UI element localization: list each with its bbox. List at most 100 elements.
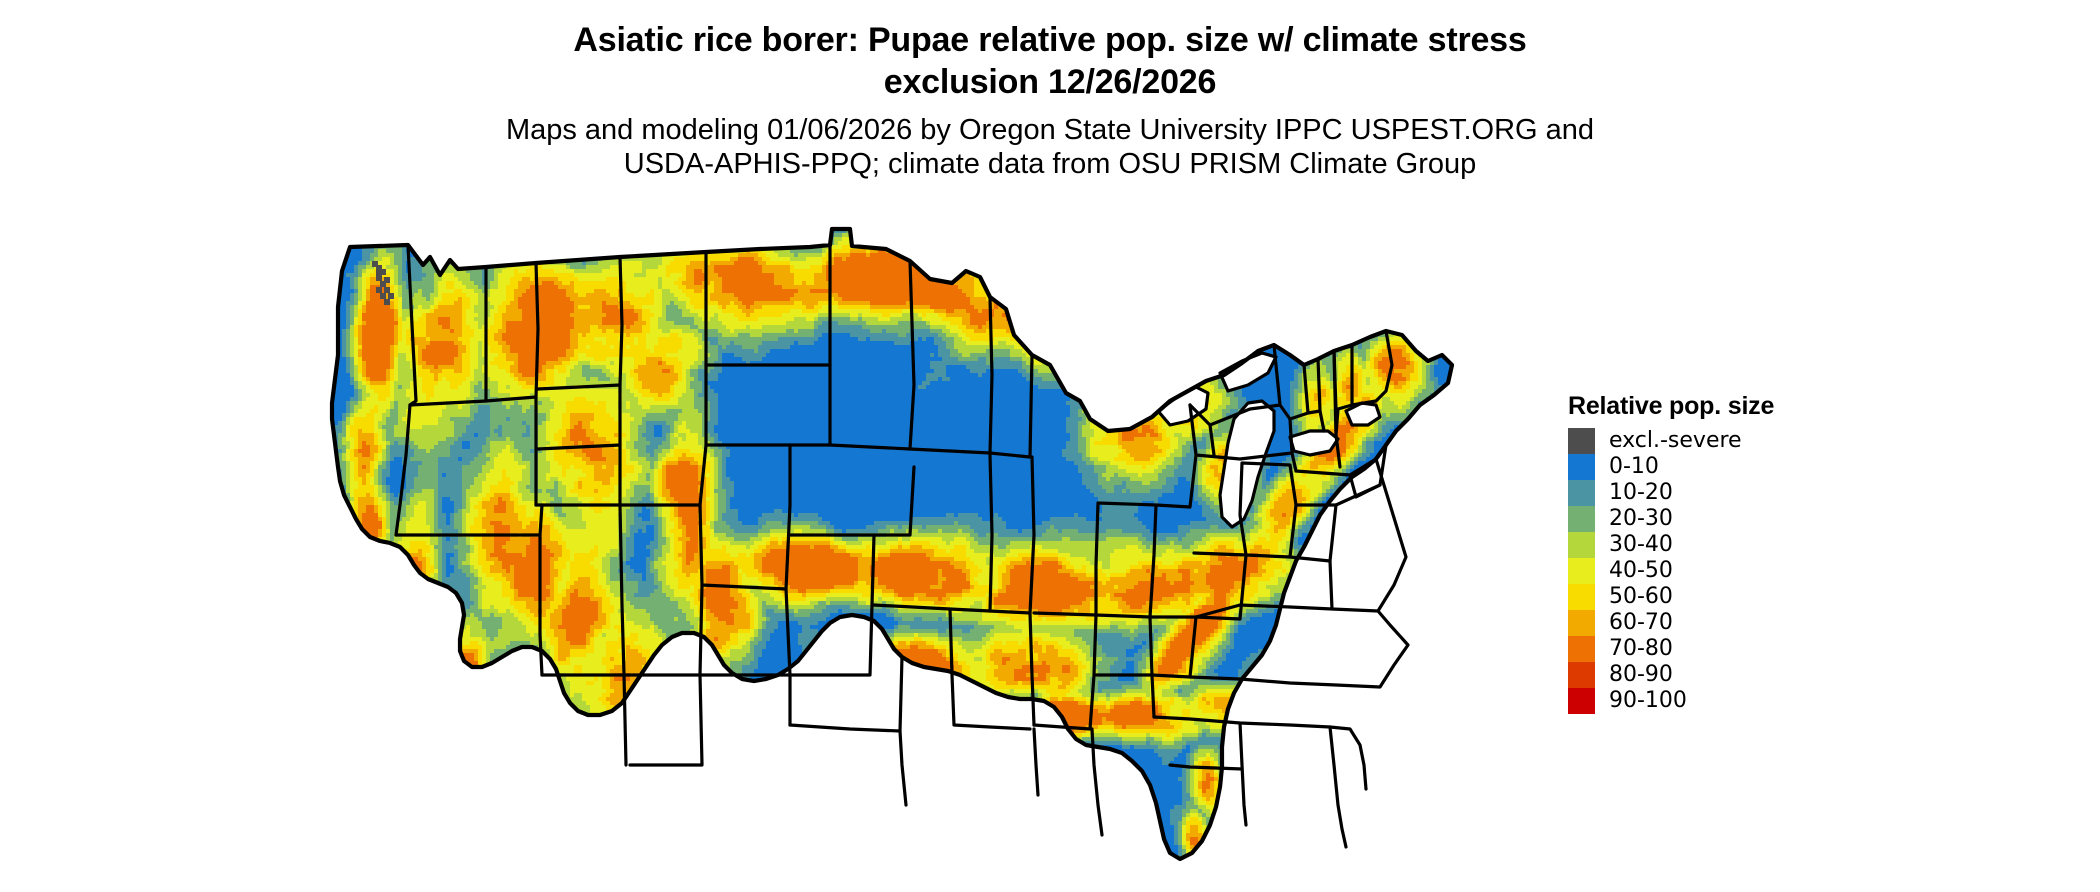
state-border bbox=[948, 607, 1032, 731]
legend-swatch bbox=[1568, 428, 1595, 454]
state-border bbox=[540, 255, 624, 507]
legend-label: 30-40 bbox=[1609, 532, 1673, 557]
state-border bbox=[788, 655, 904, 733]
legend-item: 30-40 bbox=[1568, 532, 1868, 558]
legend-item: 60-70 bbox=[1568, 610, 1868, 636]
legend-items: excl.-severe 0-10 10-20 20-30 30-40 40-50 50-6… bbox=[1568, 428, 1868, 714]
legend-item: 10-20 bbox=[1568, 480, 1868, 506]
legend-swatch bbox=[1568, 454, 1595, 480]
excl-severe-cell bbox=[384, 299, 390, 305]
excl-severe-cell bbox=[376, 287, 382, 293]
state-border bbox=[828, 259, 916, 451]
legend-swatch bbox=[1568, 662, 1595, 688]
excl-severe-cell bbox=[376, 271, 382, 277]
state-border bbox=[1348, 473, 1382, 499]
legend-swatch bbox=[1568, 610, 1595, 636]
legend-item: 90-100 bbox=[1568, 688, 1868, 714]
state-border bbox=[898, 729, 908, 807]
figure-subtitle: Maps and modeling 01/06/2026 by Oregon S… bbox=[505, 114, 1595, 180]
state-border bbox=[704, 363, 832, 447]
us-choropleth-map bbox=[290, 205, 1550, 885]
excl-severe-cell bbox=[376, 275, 382, 281]
legend-label: 40-50 bbox=[1609, 558, 1673, 583]
excl-severe-cell bbox=[376, 265, 382, 271]
excl-severe-cell bbox=[384, 277, 390, 283]
legend-label: 90-100 bbox=[1609, 688, 1687, 713]
national-outline bbox=[329, 226, 1455, 862]
state-border bbox=[988, 455, 1036, 615]
state-border bbox=[988, 353, 1034, 459]
state-border bbox=[1302, 363, 1310, 415]
legend-item: 20-30 bbox=[1568, 506, 1868, 532]
state-border bbox=[1332, 349, 1338, 411]
state-border bbox=[394, 403, 412, 537]
state-border bbox=[1188, 403, 1282, 427]
state-border bbox=[1028, 611, 1036, 727]
state-border bbox=[536, 383, 622, 391]
state-border bbox=[406, 243, 418, 407]
legend-label: 10-20 bbox=[1609, 480, 1673, 505]
excl-severe-cell bbox=[380, 269, 386, 275]
state-border bbox=[1328, 725, 1348, 849]
state-border bbox=[534, 261, 540, 507]
legend-label: 60-70 bbox=[1609, 610, 1673, 635]
excl-severe-cell bbox=[384, 287, 390, 293]
state-border bbox=[1168, 763, 1244, 771]
state-border bbox=[1328, 725, 1368, 791]
state-border bbox=[872, 465, 916, 537]
legend: Relative pop. size excl.-severe 0-10 10-20… bbox=[1568, 392, 1868, 714]
legend-swatch bbox=[1568, 506, 1595, 532]
page-title: Asiatic rice borer: Pupae relative pop. … bbox=[573, 21, 1527, 101]
legend-item: 80-90 bbox=[1568, 662, 1868, 688]
legend-swatch bbox=[1568, 636, 1595, 662]
legend-title: Relative pop. size bbox=[1568, 392, 1775, 420]
state-border bbox=[1334, 433, 1342, 469]
excl-severe-cell bbox=[372, 261, 378, 267]
state-border bbox=[1192, 551, 1248, 621]
map-svg bbox=[329, 226, 1455, 862]
legend-item: 70-80 bbox=[1568, 636, 1868, 662]
lake bbox=[1288, 429, 1340, 457]
legend-swatch bbox=[1568, 688, 1595, 714]
state-border bbox=[1238, 721, 1248, 827]
state-border bbox=[1032, 611, 1098, 731]
legend-item: 50-60 bbox=[1568, 584, 1868, 610]
state-border bbox=[908, 295, 994, 455]
state-borders bbox=[394, 243, 1410, 849]
legend-swatch bbox=[1568, 558, 1595, 584]
legend-label: excl.-severe bbox=[1609, 428, 1742, 453]
state-border bbox=[1194, 559, 1334, 619]
state-border bbox=[700, 443, 792, 591]
state-border bbox=[1154, 403, 1198, 509]
state-border bbox=[538, 533, 544, 677]
state-border bbox=[1208, 423, 1216, 457]
state-border bbox=[1330, 457, 1408, 613]
raster-layer bbox=[332, 229, 1452, 859]
legend-swatch bbox=[1568, 532, 1595, 558]
legend-swatch bbox=[1568, 480, 1595, 506]
state-border bbox=[1194, 451, 1294, 461]
state-border bbox=[536, 443, 622, 451]
legend-swatch bbox=[1568, 584, 1595, 610]
state-border bbox=[1374, 329, 1394, 403]
state-border bbox=[700, 533, 876, 677]
state-border bbox=[698, 503, 704, 677]
legend-label: 0-10 bbox=[1609, 454, 1659, 479]
legend-label: 70-80 bbox=[1609, 636, 1673, 661]
state-border bbox=[1288, 503, 1338, 563]
legend-label: 80-90 bbox=[1609, 662, 1673, 687]
legend-item: 40-50 bbox=[1568, 558, 1868, 584]
legend-label: 50-60 bbox=[1609, 584, 1673, 609]
state-border bbox=[1188, 609, 1410, 689]
state-border bbox=[1032, 727, 1040, 797]
excl-severe-cell bbox=[380, 281, 386, 287]
legend-item: 0-10 bbox=[1568, 454, 1868, 480]
state-border bbox=[618, 503, 626, 677]
figure-header: Asiatic rice borer: Pupae relative pop. … bbox=[0, 0, 2100, 181]
legend-label: 20-30 bbox=[1609, 506, 1673, 531]
excl-severe-cell bbox=[388, 293, 394, 299]
excl-severe-cell bbox=[380, 293, 386, 299]
legend-item: excl.-severe bbox=[1568, 428, 1868, 454]
state-border bbox=[622, 673, 628, 767]
